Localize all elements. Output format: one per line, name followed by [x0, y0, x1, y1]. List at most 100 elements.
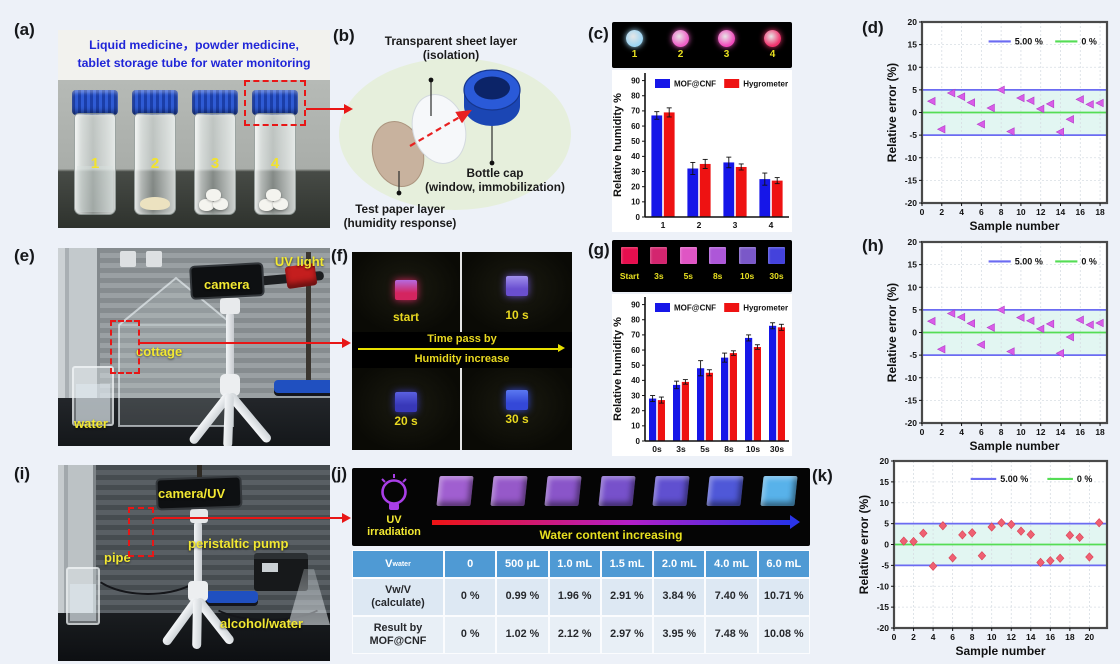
svg-text:2: 2	[911, 632, 916, 642]
svg-text:5s: 5s	[700, 444, 710, 454]
svg-text:-20: -20	[877, 623, 890, 633]
timepoint-swatch	[768, 247, 785, 264]
panel-label-j: (j)	[331, 464, 348, 483]
panel-i-photo: camera/UV pipe peristaltic pump alcohol/…	[58, 465, 330, 661]
label-bottle-cap-line2: (window, immobilization)	[425, 180, 565, 195]
table-cell: 0 %	[445, 617, 496, 653]
svg-text:6: 6	[950, 632, 955, 642]
panel-label-b: (b)	[333, 26, 355, 45]
table-cell: 1.02 %	[497, 617, 548, 653]
table-cell: 7.40 %	[706, 579, 757, 615]
svg-text:2: 2	[939, 207, 944, 217]
time-arrow	[358, 344, 565, 352]
svg-text:40: 40	[631, 152, 640, 161]
water-content-arrow	[432, 515, 800, 529]
svg-text:2: 2	[939, 427, 944, 437]
sample-dot	[626, 30, 643, 47]
cap-assembly-diagram	[339, 58, 571, 210]
svg-text:0: 0	[892, 632, 897, 642]
table-cell: 10.71 %	[758, 579, 809, 615]
highlight-box-vial4	[244, 80, 306, 126]
svg-text:6: 6	[979, 427, 984, 437]
svg-text:-15: -15	[877, 602, 890, 612]
label-pipe: pipe	[104, 550, 131, 565]
sample-dot-label: 1	[631, 49, 638, 60]
panel-a-caption: Liquid medicine，powder medicine, tablet …	[58, 30, 330, 80]
phone-mount	[220, 298, 240, 314]
pump-display	[262, 563, 278, 572]
vial-glass	[194, 113, 236, 215]
svg-text:12: 12	[1007, 632, 1017, 642]
frame-time-label: 20 s	[394, 414, 418, 428]
label-cottage: cottage	[136, 344, 183, 359]
svg-text:0: 0	[912, 328, 917, 338]
table-cell: 10.08 %	[758, 617, 809, 653]
tablet-contents	[273, 198, 288, 210]
label-test-paper-line1: Test paper layer	[355, 202, 445, 216]
panel-b-diagram: Transparent sheet layer (isolation) Bott…	[336, 30, 592, 244]
svg-text:1: 1	[661, 220, 666, 230]
svg-text:16: 16	[1046, 632, 1056, 642]
svg-text:5.00 %: 5.00 %	[1015, 36, 1043, 46]
svg-text:18: 18	[1065, 632, 1075, 642]
panel-label-f: (f)	[331, 246, 348, 265]
uv-lamp-icon	[381, 474, 407, 510]
sample-dot	[718, 30, 735, 47]
water-content-label: Water content increasing	[539, 528, 683, 542]
tablet-contents	[259, 199, 274, 211]
panel-label-a: (a)	[14, 20, 35, 39]
label-water: water	[74, 416, 108, 431]
tablet-contents	[266, 189, 281, 201]
svg-text:3s: 3s	[676, 444, 686, 454]
panel-g-sample-strip: Start 3s 5s 8s 10s 30s	[612, 240, 792, 292]
beaker	[66, 567, 100, 625]
svg-text:Sample number: Sample number	[969, 439, 1059, 453]
vial-glass	[134, 113, 176, 215]
arrow-e-to-f	[140, 337, 351, 348]
panel-label-h: (h)	[862, 236, 884, 255]
peristaltic-pump	[254, 553, 308, 591]
frame-time-label: start	[392, 310, 419, 324]
svg-text:10: 10	[631, 198, 640, 207]
uv-sample-square	[652, 476, 690, 506]
svg-text:0: 0	[920, 207, 925, 217]
svg-text:10: 10	[1016, 207, 1026, 217]
arrow-i-to-j	[154, 512, 351, 523]
label-bottle-cap-line1: Bottle cap	[466, 166, 524, 180]
svg-text:0: 0	[636, 213, 641, 222]
svg-text:70: 70	[631, 331, 640, 340]
svg-text:0: 0	[920, 427, 925, 437]
panel-g-bar-chart: 0 10 20 30 40 50 60 70 80 90 0s 3s 5s 8s 10s 30s MOF@CNF…	[612, 294, 792, 456]
svg-text:10: 10	[631, 422, 640, 431]
table-cell: 0 %	[445, 579, 496, 615]
svg-text:18: 18	[1095, 207, 1105, 217]
vial-cap	[252, 90, 298, 115]
frame-time-label: 10 s	[505, 308, 529, 322]
table-header-cell: 4.0 mL	[706, 551, 757, 577]
table-cell: 2.12 %	[549, 617, 600, 653]
svg-text:0 %: 0 %	[1081, 36, 1097, 46]
svg-text:Relative humidity %: Relative humidity %	[612, 93, 624, 197]
svg-text:0: 0	[636, 437, 641, 446]
table-row-label-line2: (calculate)	[371, 597, 425, 609]
time-band-line2: Humidity increase	[414, 353, 510, 365]
table-row-label-line1: Result by	[373, 621, 423, 634]
sample-dot-label: 2	[677, 49, 684, 60]
svg-text:4: 4	[959, 427, 964, 437]
tripod-pole	[194, 521, 202, 605]
table-header-cell: 6.0 mL	[758, 551, 809, 577]
table-cell: 7.48 %	[706, 617, 757, 653]
tripod-hub	[220, 374, 240, 396]
panel-c-sample-strip: 1 2 3 4	[612, 22, 792, 68]
tube	[88, 535, 208, 595]
scatter-chart-svg-k: 0 2 4 6 8 10 12 14 16 18 20 -20 -15 -10 -5 0 5 10 15 20 5.00…	[858, 456, 1109, 658]
svg-text:14: 14	[1026, 632, 1036, 642]
svg-text:8: 8	[999, 207, 1004, 217]
svg-text:Hygrometer: Hygrometer	[743, 80, 788, 89]
svg-text:5.00 %: 5.00 %	[1015, 256, 1043, 266]
window-frame	[58, 248, 100, 398]
vials-photo: 1 2 3 4	[58, 80, 330, 228]
svg-text:60: 60	[631, 122, 640, 131]
uv-irradiation-label-line2: irradiation	[367, 526, 421, 538]
